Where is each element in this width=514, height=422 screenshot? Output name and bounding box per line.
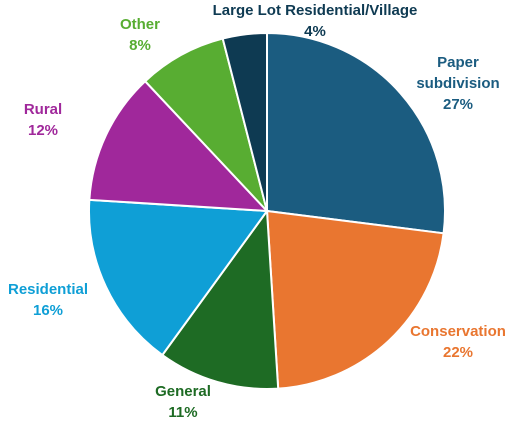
- pie-slice-general: [160, 208, 280, 390]
- data-label-category: Paper: [437, 54, 479, 71]
- pie-slice-residential: [87, 198, 269, 357]
- pie-slice-rural: [88, 79, 270, 213]
- data-label-paper-subdivision: Paper subdivision 27%: [416, 54, 499, 113]
- data-label-conservation: Conservation 22%: [410, 323, 506, 361]
- data-label-percent: 12%: [28, 122, 58, 139]
- data-label-category: Residential: [8, 281, 88, 298]
- data-label-category: subdivision: [416, 75, 499, 92]
- data-label-percent: 8%: [129, 37, 151, 54]
- data-label-residential: Residential 16%: [8, 281, 88, 319]
- data-label-percent: 11%: [168, 404, 197, 421]
- data-label-category: Rural: [24, 101, 62, 118]
- data-label-general: General 11%: [155, 383, 211, 421]
- data-label-percent: 27%: [443, 96, 473, 113]
- data-label-rural: Rural 12%: [24, 101, 62, 139]
- pie-slice-paper-subdivision: [266, 31, 447, 235]
- data-label-large-lot-residential-village: Large Lot Residential/Village 4%: [213, 2, 418, 40]
- data-label-category: Large Lot Residential/Village: [213, 2, 418, 19]
- data-label-percent: 22%: [443, 344, 473, 361]
- data-label-percent: 16%: [33, 302, 63, 319]
- pie-slice-large-lot-residential-village: [221, 31, 268, 212]
- data-label-percent: 4%: [304, 23, 326, 40]
- data-label-other: Other 8%: [120, 16, 160, 54]
- data-label-category: Conservation: [410, 323, 506, 340]
- data-label-category: General: [155, 383, 211, 400]
- pie-slice-conservation: [265, 209, 445, 390]
- data-label-category: Other: [120, 16, 160, 33]
- pie-slice-other: [143, 37, 268, 212]
